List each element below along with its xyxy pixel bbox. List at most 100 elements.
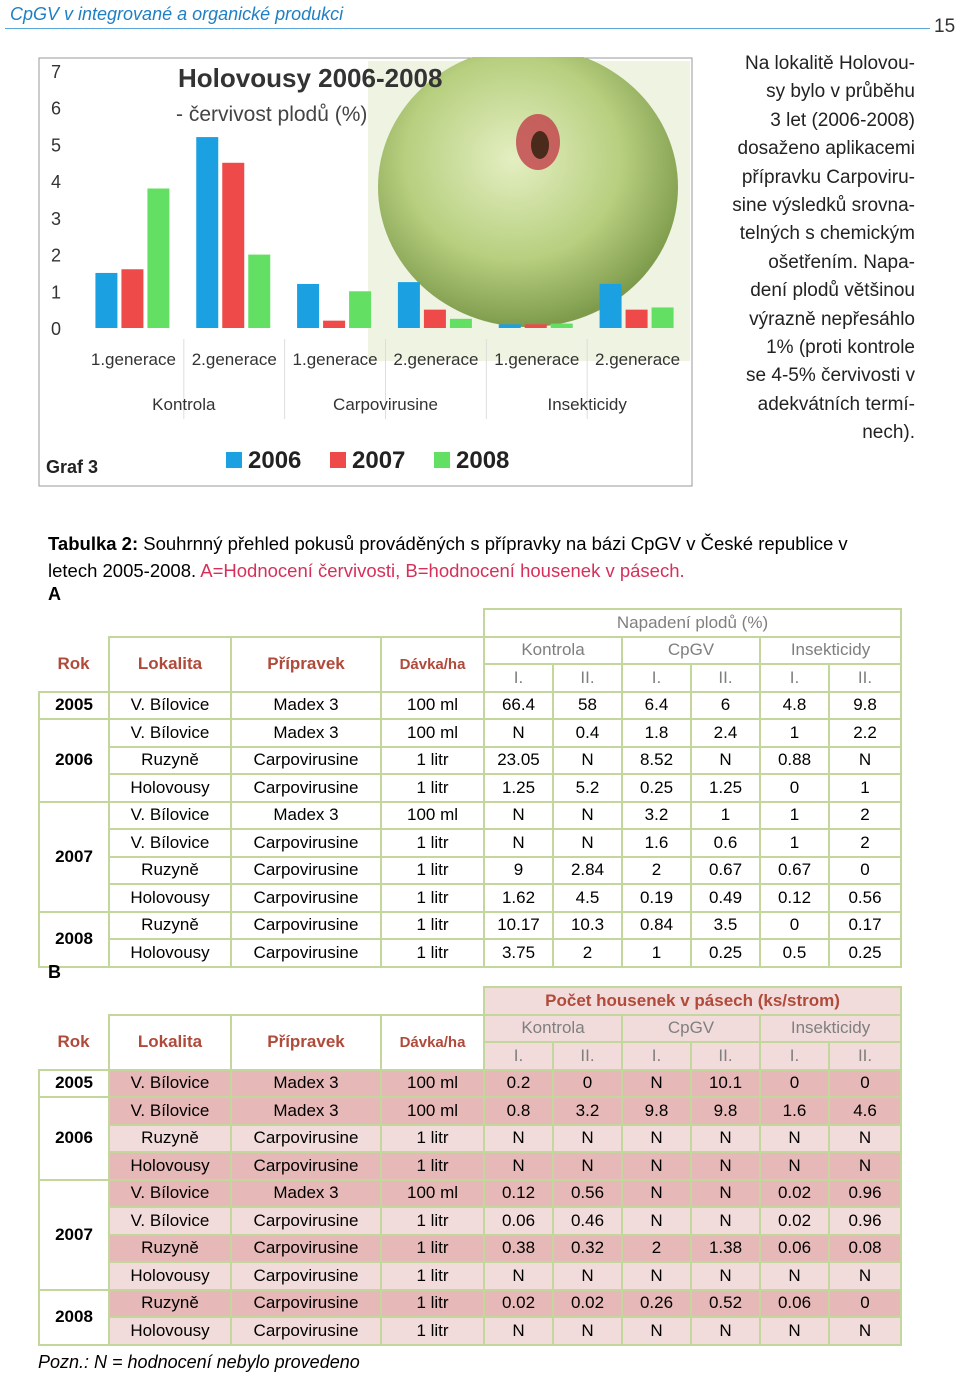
- empty-cell: [231, 609, 381, 637]
- cell: 1: [621, 938, 692, 968]
- empty-cell: [109, 987, 231, 1015]
- cell: Madex 3: [230, 1068, 382, 1098]
- cell: N: [552, 1151, 623, 1181]
- cell: 4.8: [759, 690, 830, 720]
- cell: 0.25: [690, 938, 761, 968]
- cell: 100 ml: [380, 690, 485, 720]
- cell: Carpovirusine: [230, 910, 382, 940]
- bar: [349, 291, 372, 328]
- legend-label: 2007: [352, 447, 405, 474]
- year-cell: 2005: [38, 1068, 110, 1098]
- cell: N: [827, 1151, 903, 1181]
- cell: N: [690, 1151, 761, 1181]
- cell: N: [690, 1123, 761, 1153]
- cell: 1: [759, 718, 830, 748]
- cell: V. Bílovice: [108, 1096, 232, 1126]
- cell: 2: [621, 855, 692, 885]
- generation-header: II.: [552, 1041, 623, 1071]
- data-row: Holovousy Carpovirusine 1 litr 3.75 2 1 0.25 0.…: [39, 938, 903, 968]
- cell: N: [483, 828, 554, 858]
- paragraph-line: se 4-5% červivosti v: [746, 365, 915, 387]
- generation-header: I.: [759, 1041, 830, 1071]
- group-header: Počet housenek v pásech (ks/strom): [482, 986, 903, 1016]
- header-title: CpGV v integrované a organické produkci: [10, 4, 344, 24]
- year-cell: 2007: [38, 1178, 110, 1291]
- cell: 0.96: [827, 1178, 903, 1208]
- cell: 23.05: [483, 745, 554, 775]
- cell: 3.2: [621, 800, 692, 830]
- cell: N: [621, 1178, 692, 1208]
- cell: 100 ml: [380, 1096, 485, 1126]
- cell: 2.4: [690, 718, 761, 748]
- bar: [297, 283, 320, 328]
- cell: 0.12: [483, 1178, 554, 1208]
- x-tick-label: 1.generace: [494, 350, 579, 369]
- cell: N: [690, 1206, 761, 1236]
- cell: 0.02: [759, 1206, 830, 1236]
- cell: 0.52: [690, 1288, 761, 1318]
- cell: 0.06: [483, 1206, 554, 1236]
- data-row: Ruzyně Carpovirusine 1 litr 0.38 0.32 2 1.38 0.…: [39, 1233, 903, 1263]
- data-row: 2007 V. Bílovice Madex 3 100 ml 0.12 0.56 N N 0.…: [38, 1178, 903, 1291]
- cell: N: [483, 1151, 554, 1181]
- cell: Holovousy: [108, 1261, 232, 1291]
- sub-header: Insekticidy: [758, 1013, 903, 1043]
- cell: Ruzyně: [108, 745, 232, 775]
- paragraph-line: sy bylo v průběhu: [766, 81, 915, 103]
- cell: 1 litr: [380, 1206, 485, 1236]
- header-row: I. II. I. II. I. II.: [39, 1041, 903, 1071]
- legend-swatch: [434, 452, 450, 468]
- data-row: 2006 V. Bílovice Madex 3 100 ml N 0.4 1.8 2.4 1 2…: [38, 718, 903, 803]
- cell: 0.02: [759, 1178, 830, 1208]
- y-tick-label: 0: [51, 319, 61, 339]
- cell: N: [690, 1316, 761, 1346]
- cell: Carpovirusine: [230, 1316, 382, 1346]
- cell: 1 litr: [380, 938, 485, 968]
- cell: 0.26: [621, 1288, 692, 1318]
- cell: 1.25: [690, 773, 761, 803]
- group-label: Kontrola: [152, 395, 216, 414]
- cell: N: [827, 1123, 903, 1153]
- cell: V. Bílovice: [108, 1068, 232, 1098]
- cell: 10.17: [483, 910, 554, 940]
- table-label: B: [48, 962, 61, 982]
- cell: 3.75: [483, 938, 554, 968]
- table-label: A: [48, 584, 61, 604]
- column-header: Rok: [57, 1031, 90, 1051]
- bar: [95, 272, 118, 328]
- cell: 58: [552, 690, 623, 720]
- cell: 0: [827, 855, 903, 885]
- generation-header: I.: [759, 663, 830, 693]
- cell: 1.8: [621, 718, 692, 748]
- chart: Holovousy 2006-2008 - červivost plodů (%…: [38, 57, 693, 487]
- cell: N: [827, 1261, 903, 1291]
- cell: 1.6: [621, 828, 692, 858]
- cell: 3.2: [552, 1096, 623, 1126]
- cell: 0: [827, 1068, 903, 1098]
- bar: [423, 309, 446, 328]
- paragraph-line: 1% (proti kontrole: [766, 337, 915, 359]
- bar: [599, 283, 622, 328]
- bar: [323, 320, 346, 328]
- bar: [550, 323, 573, 328]
- bar: [248, 254, 271, 328]
- cell: 0.06: [759, 1233, 830, 1263]
- chart-label: Graf 3: [46, 457, 98, 477]
- cell: 1: [827, 773, 903, 803]
- cell: 2: [827, 828, 903, 858]
- cell: 0.46: [552, 1206, 623, 1236]
- paragraph-line: adekvátních termí-: [757, 393, 915, 415]
- cell: 0.12: [759, 883, 830, 913]
- cell: 1 litr: [380, 773, 485, 803]
- cell: Carpovirusine: [230, 745, 382, 775]
- empty-cell: [109, 609, 231, 637]
- cell: Carpovirusine: [230, 883, 382, 913]
- empty-cell: [39, 609, 109, 637]
- cell: 0.2: [483, 1068, 554, 1098]
- cell: N: [827, 745, 903, 775]
- cell: 0: [759, 910, 830, 940]
- cell: 1 litr: [380, 1261, 485, 1291]
- generation-header: II.: [827, 663, 903, 693]
- header-row: Rok Lokalita Přípravek Dávka/ha Kontrola CpGV…: [39, 635, 903, 693]
- cell: 0.6: [690, 828, 761, 858]
